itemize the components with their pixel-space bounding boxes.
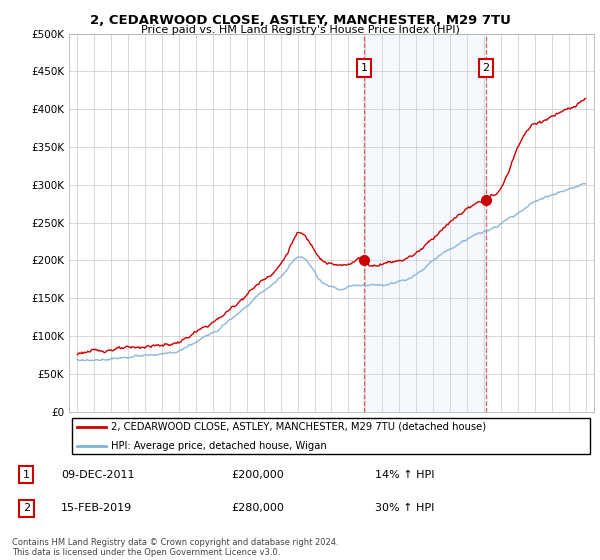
Text: Contains HM Land Registry data © Crown copyright and database right 2024.
This d: Contains HM Land Registry data © Crown c… (12, 538, 338, 557)
Text: Price paid vs. HM Land Registry's House Price Index (HPI): Price paid vs. HM Land Registry's House … (140, 25, 460, 35)
Text: 09-DEC-2011: 09-DEC-2011 (61, 470, 134, 480)
Text: 2, CEDARWOOD CLOSE, ASTLEY, MANCHESTER, M29 7TU (detached house): 2, CEDARWOOD CLOSE, ASTLEY, MANCHESTER, … (111, 422, 486, 432)
Text: HPI: Average price, detached house, Wigan: HPI: Average price, detached house, Wiga… (111, 441, 327, 451)
Text: 14% ↑ HPI: 14% ↑ HPI (375, 470, 434, 480)
FancyBboxPatch shape (71, 418, 590, 454)
Text: 2, CEDARWOOD CLOSE, ASTLEY, MANCHESTER, M29 7TU: 2, CEDARWOOD CLOSE, ASTLEY, MANCHESTER, … (89, 14, 511, 27)
Text: £280,000: £280,000 (231, 503, 284, 513)
Text: 1: 1 (361, 63, 368, 73)
Text: 1: 1 (23, 470, 30, 480)
Text: £200,000: £200,000 (231, 470, 284, 480)
Text: 15-FEB-2019: 15-FEB-2019 (61, 503, 132, 513)
Text: 30% ↑ HPI: 30% ↑ HPI (375, 503, 434, 513)
Text: 2: 2 (482, 63, 490, 73)
Bar (364, 34, 486, 412)
Text: 2: 2 (23, 503, 30, 513)
